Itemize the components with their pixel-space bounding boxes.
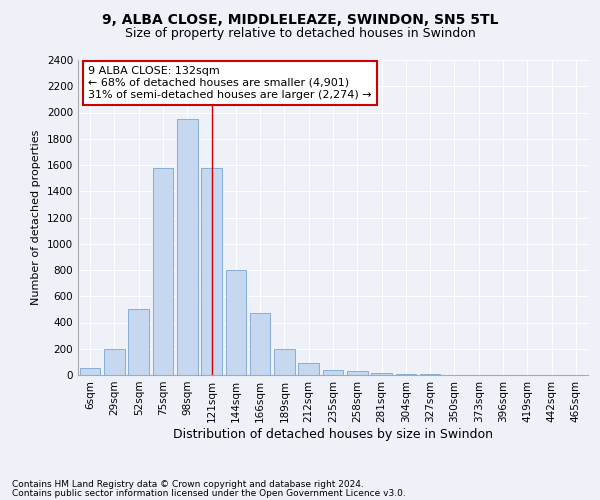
Text: Size of property relative to detached houses in Swindon: Size of property relative to detached ho… [125, 28, 475, 40]
Text: Contains HM Land Registry data © Crown copyright and database right 2024.: Contains HM Land Registry data © Crown c… [12, 480, 364, 489]
Bar [104, 349, 125, 375]
Bar [274, 350, 295, 375]
Bar [420, 374, 440, 375]
Bar [128, 310, 149, 375]
X-axis label: Distribution of detached houses by size in Swindon: Distribution of detached houses by size … [173, 428, 493, 440]
Bar [152, 168, 173, 375]
Bar [80, 368, 100, 375]
Bar [395, 374, 416, 375]
Bar [347, 372, 368, 375]
Text: 9, ALBA CLOSE, MIDDLELEAZE, SWINDON, SN5 5TL: 9, ALBA CLOSE, MIDDLELEAZE, SWINDON, SN5… [102, 12, 498, 26]
Bar [201, 168, 222, 375]
Y-axis label: Number of detached properties: Number of detached properties [31, 130, 41, 305]
Bar [250, 314, 271, 375]
Bar [323, 370, 343, 375]
Bar [298, 363, 319, 375]
Text: 9 ALBA CLOSE: 132sqm
← 68% of detached houses are smaller (4,901)
31% of semi-de: 9 ALBA CLOSE: 132sqm ← 68% of detached h… [88, 66, 372, 100]
Bar [177, 119, 197, 375]
Bar [226, 270, 246, 375]
Bar [371, 372, 392, 375]
Text: Contains public sector information licensed under the Open Government Licence v3: Contains public sector information licen… [12, 488, 406, 498]
